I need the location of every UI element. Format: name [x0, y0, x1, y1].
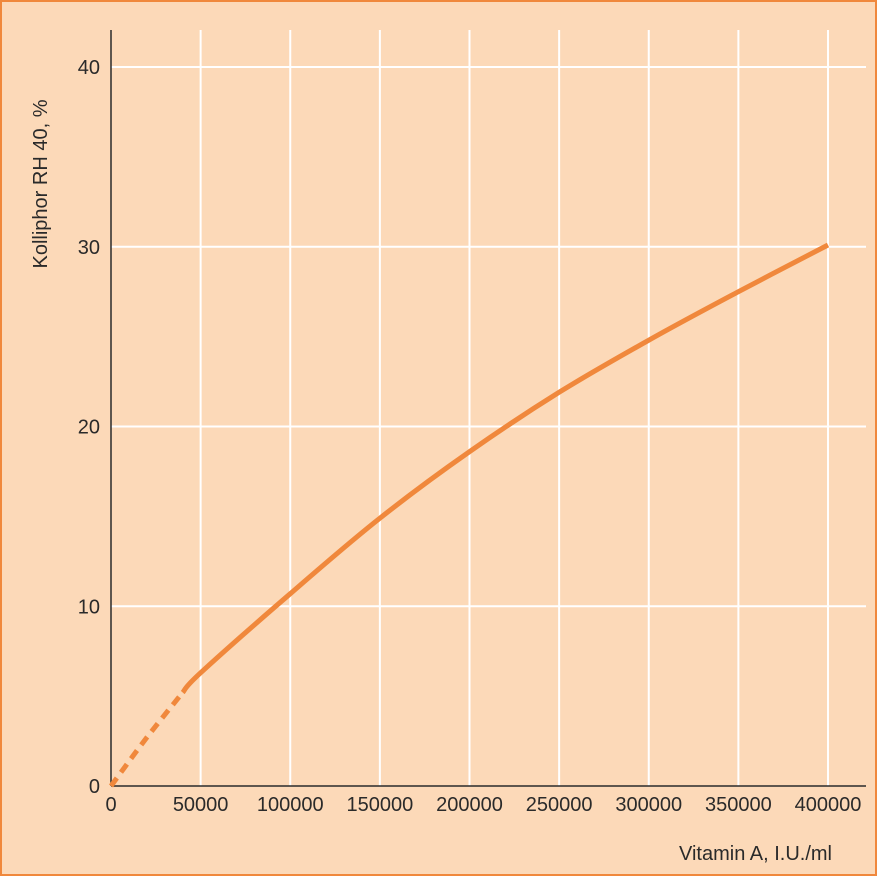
y-tick-label: 40	[78, 57, 100, 79]
grid-lines	[111, 30, 866, 786]
y-axis-label: Kolliphor RH 40, %	[30, 99, 52, 268]
y-tick-labels: 0 10 20 30 40	[78, 57, 100, 798]
x-tick-label: 350000	[705, 794, 772, 816]
x-tick-label: 200000	[436, 794, 503, 816]
x-tick-label: 50000	[173, 794, 229, 816]
y-tick-label: 30	[78, 237, 100, 259]
x-tick-label: 400000	[795, 794, 862, 816]
x-tick-labels: 0 50000 100000 150000 200000 250000 300000 3500…	[105, 794, 861, 816]
x-tick-label: 0	[105, 794, 116, 816]
x-tick-label: 100000	[257, 794, 324, 816]
y-tick-label: 0	[89, 776, 100, 798]
series-line-solid	[180, 242, 830, 695]
x-tick-label: 300000	[615, 794, 682, 816]
y-tick-label: 20	[78, 417, 100, 439]
series	[108, 242, 830, 788]
axes	[110, 30, 866, 787]
y-tick-label: 10	[78, 596, 100, 618]
x-tick-label: 250000	[526, 794, 593, 816]
x-tick-label: 150000	[347, 794, 414, 816]
x-axis-label: Vitamin A, I.U./ml	[679, 843, 832, 865]
series-line-dashed	[108, 690, 185, 788]
